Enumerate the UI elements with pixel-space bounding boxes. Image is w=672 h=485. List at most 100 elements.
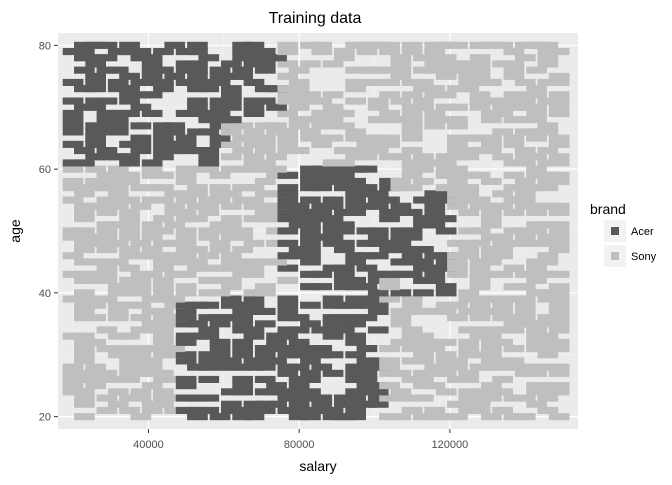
data-point-sony bbox=[322, 91, 344, 99]
data-point-sony bbox=[469, 147, 491, 155]
data-point-sony bbox=[119, 196, 140, 204]
data-point-sony bbox=[74, 295, 95, 303]
data-point-sony bbox=[367, 66, 389, 74]
data-point-sony bbox=[254, 165, 276, 173]
data-point-sony bbox=[537, 406, 559, 414]
data-point-acer bbox=[96, 116, 118, 124]
data-point-acer bbox=[254, 85, 276, 93]
data-point-acer bbox=[243, 363, 265, 371]
data-point-acer bbox=[209, 363, 231, 371]
data-point-acer bbox=[300, 394, 321, 402]
data-point-sony bbox=[537, 202, 559, 210]
data-point-sony bbox=[243, 239, 265, 247]
data-point-acer bbox=[334, 227, 355, 235]
data-point-acer bbox=[311, 208, 333, 216]
data-point-sony bbox=[232, 165, 253, 173]
data-point-sony bbox=[390, 66, 412, 74]
data-point-sony bbox=[514, 41, 536, 49]
data-point-sony bbox=[390, 184, 412, 192]
data-point-sony bbox=[458, 196, 480, 204]
data-point-sony bbox=[526, 91, 547, 99]
data-point-acer bbox=[390, 270, 412, 278]
data-point-sony bbox=[288, 97, 310, 105]
data-point-acer bbox=[401, 258, 423, 266]
data-point-sony bbox=[254, 134, 276, 142]
data-point-sony bbox=[198, 208, 220, 216]
data-point-acer bbox=[277, 369, 299, 377]
data-point-acer bbox=[209, 103, 231, 111]
data-point-sony bbox=[243, 184, 265, 192]
data-point-acer bbox=[311, 406, 333, 414]
data-point-sony bbox=[74, 215, 95, 223]
data-point-sony bbox=[537, 233, 559, 241]
data-point-sony bbox=[413, 153, 434, 161]
data-point-acer bbox=[254, 388, 276, 396]
data-point-acer bbox=[209, 109, 231, 117]
data-point-sony bbox=[514, 196, 536, 204]
data-point-acer bbox=[221, 97, 242, 105]
data-point-sony bbox=[141, 270, 163, 278]
data-point-sony bbox=[481, 215, 502, 223]
data-point-sony bbox=[221, 153, 242, 161]
data-point-sony bbox=[175, 258, 197, 266]
data-point-sony bbox=[390, 116, 412, 124]
data-point-sony bbox=[514, 97, 536, 105]
data-point-sony bbox=[526, 109, 547, 117]
data-point-sony bbox=[300, 128, 321, 136]
data-point-acer bbox=[390, 258, 412, 266]
data-point-acer bbox=[288, 215, 310, 223]
data-point-sony bbox=[481, 246, 502, 254]
data-point-sony bbox=[164, 345, 186, 353]
data-point-sony bbox=[266, 208, 287, 216]
data-point-sony bbox=[424, 406, 446, 414]
data-point-sony bbox=[300, 97, 321, 105]
data-point-sony bbox=[96, 221, 118, 229]
data-point-acer bbox=[413, 196, 434, 204]
data-point-sony bbox=[537, 382, 559, 390]
data-point-acer bbox=[130, 134, 152, 142]
data-point-acer bbox=[277, 351, 299, 359]
data-point-acer bbox=[322, 413, 344, 421]
data-point-acer bbox=[85, 60, 106, 68]
data-point-sony bbox=[537, 147, 559, 155]
data-point-acer bbox=[254, 66, 276, 74]
data-point-sony bbox=[175, 190, 197, 198]
data-point-acer bbox=[107, 122, 129, 130]
data-point-acer bbox=[209, 78, 231, 86]
data-point-sony bbox=[107, 190, 129, 198]
data-point-acer bbox=[153, 66, 174, 74]
data-point-sony bbox=[514, 270, 536, 278]
data-point-sony bbox=[390, 320, 412, 328]
data-point-acer bbox=[379, 270, 400, 278]
data-point-sony bbox=[503, 60, 525, 68]
data-point-sony bbox=[514, 369, 536, 377]
data-point-sony bbox=[537, 159, 559, 167]
data-point-sony bbox=[548, 246, 570, 254]
data-point-sony bbox=[503, 91, 525, 99]
data-point-acer bbox=[198, 363, 220, 371]
data-point-sony bbox=[96, 375, 118, 383]
data-point-acer bbox=[401, 208, 423, 216]
data-point-acer bbox=[367, 196, 389, 204]
data-point-acer bbox=[288, 388, 310, 396]
data-point-acer bbox=[367, 394, 389, 402]
data-point-sony bbox=[266, 122, 287, 130]
data-point-sony bbox=[85, 233, 106, 241]
data-point-sony bbox=[175, 283, 197, 291]
data-point-acer bbox=[254, 357, 276, 365]
data-point-sony bbox=[447, 134, 468, 142]
data-point-acer bbox=[232, 54, 253, 62]
data-point-acer bbox=[62, 116, 84, 124]
data-point-sony bbox=[311, 140, 333, 148]
data-point-sony bbox=[413, 85, 434, 93]
data-point-sony bbox=[288, 85, 310, 93]
data-point-sony bbox=[367, 78, 389, 86]
data-point-acer bbox=[345, 400, 366, 408]
data-point-sony bbox=[322, 134, 344, 142]
data-point-sony bbox=[243, 134, 265, 142]
data-point-sony bbox=[401, 406, 423, 414]
data-point-acer bbox=[187, 103, 208, 111]
data-point-sony bbox=[469, 351, 491, 359]
data-point-acer bbox=[232, 382, 253, 390]
data-point-acer bbox=[221, 400, 242, 408]
